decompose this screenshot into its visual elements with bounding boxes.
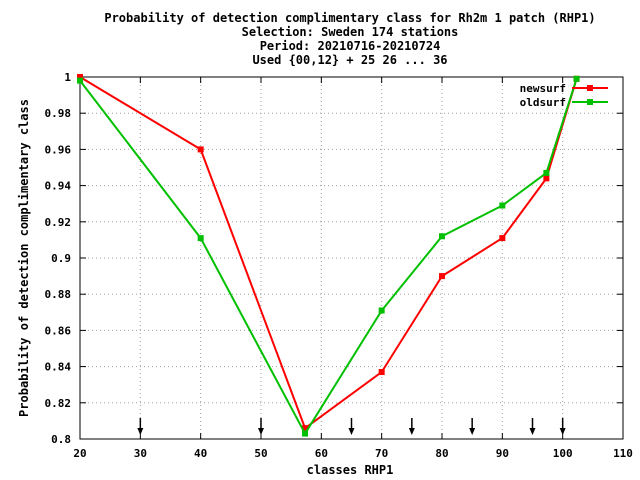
arrow-marker-head — [469, 428, 476, 435]
y-tick-label: 0.9 — [51, 252, 71, 265]
x-tick-label: 110 — [613, 447, 633, 460]
y-tick-label: 0.82 — [45, 397, 72, 410]
data-point — [197, 235, 204, 242]
axes: 20 30 40 50 60 70 80 90 100 110 0.8 0.82 0.84 0.86 0.8… — [45, 71, 633, 460]
arrow-marker-head — [348, 428, 355, 435]
x-tick-label: 40 — [194, 447, 207, 460]
title-line-3: Period: 20210716-20210724 — [260, 39, 441, 53]
x-tick-label: 100 — [553, 447, 573, 460]
data-point — [499, 202, 506, 209]
data-point — [378, 307, 385, 314]
series-oldsurf — [77, 75, 580, 437]
arrow-marker-head — [559, 428, 566, 435]
title-line-4: Used {00,12} + 25 26 ... 36 — [252, 53, 447, 67]
x-tick-label: 20 — [73, 447, 86, 460]
x-tick-label: 90 — [496, 447, 509, 460]
data-point — [77, 74, 83, 80]
x-tick-label: 30 — [134, 447, 147, 460]
title-line-1: Probability of detection complimentary c… — [104, 11, 595, 25]
series-line — [79, 78, 578, 435]
x-tick-label: 80 — [435, 447, 448, 460]
data-point — [499, 235, 506, 242]
y-tick-label: 0.96 — [45, 143, 72, 156]
series-line — [79, 76, 578, 430]
title-line-2: Selection: Sweden 174 stations — [242, 25, 459, 39]
arrow-marker-head — [258, 428, 264, 435]
x-tick-label: 70 — [375, 447, 388, 460]
y-tick-label: 0.92 — [45, 216, 72, 229]
arrow-marker-head — [408, 428, 415, 435]
arrow-marker-head — [137, 428, 144, 435]
data-point — [302, 425, 309, 432]
data-point — [77, 77, 83, 84]
legend-swatch-marker — [587, 85, 593, 91]
series-layer — [77, 74, 580, 437]
data-point — [439, 233, 445, 240]
y-tick-label: 0.88 — [45, 288, 72, 301]
data-point — [543, 169, 550, 176]
y-tick-label: 1 — [64, 71, 71, 84]
y-tick-label: 0.84 — [45, 361, 72, 374]
y-tick-label: 0.98 — [45, 107, 72, 120]
data-point — [197, 146, 204, 153]
legend-swatch-marker — [587, 99, 593, 105]
data-point — [573, 75, 580, 82]
grid — [80, 77, 623, 439]
y-tick-label: 0.86 — [45, 324, 72, 337]
legend-label-newsurf: newsurf — [520, 82, 566, 95]
x-tick-label: 50 — [254, 447, 267, 460]
chart-title: Probability of detection complimentary c… — [104, 11, 595, 67]
x-axis-label: classes RHP1 — [307, 463, 394, 477]
y-tick-label: 0.94 — [45, 180, 72, 193]
x-tick-label: 60 — [315, 447, 328, 460]
y-tick-label: 0.8 — [51, 433, 71, 446]
plot-frame — [79, 76, 624, 440]
y-axis-label: Probability of detection complimentary c… — [17, 99, 31, 417]
arrow-markers — [137, 418, 566, 435]
data-point — [439, 273, 445, 280]
data-point — [378, 369, 385, 376]
data-point — [302, 430, 309, 437]
legend-label-oldsurf: oldsurf — [520, 96, 566, 109]
arrow-marker-head — [529, 428, 536, 435]
data-point — [543, 175, 550, 182]
series-newsurf — [77, 74, 580, 432]
